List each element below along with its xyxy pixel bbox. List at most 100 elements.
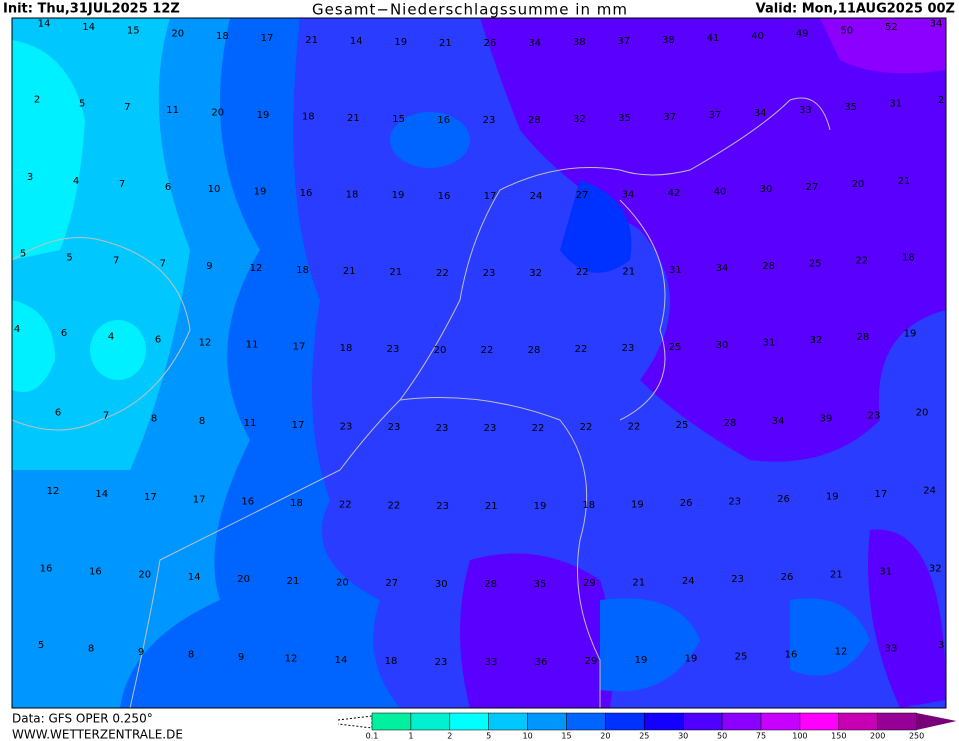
grid-value: 11 bbox=[166, 105, 179, 116]
legend-label: 20 bbox=[600, 732, 610, 741]
grid-value: 16 bbox=[438, 191, 451, 202]
data-source: Data: GFS OPER 0.250° bbox=[12, 712, 153, 726]
grid-value: 38 bbox=[662, 35, 675, 46]
grid-value: 11 bbox=[246, 340, 259, 351]
grid-value: 52 bbox=[885, 22, 898, 33]
grid-value: 17 bbox=[293, 342, 306, 353]
grid-value: 5 bbox=[20, 249, 26, 260]
grid-value: 21 bbox=[389, 267, 402, 278]
grid-value: 7 bbox=[160, 258, 166, 269]
grid-value: 28 bbox=[528, 345, 541, 356]
grid-value: 18 bbox=[290, 498, 303, 509]
grid-value: 27 bbox=[806, 182, 819, 193]
grid-value: 21 bbox=[439, 38, 452, 49]
grid-value: 4 bbox=[14, 324, 20, 335]
legend-swatch bbox=[644, 712, 684, 731]
grid-value: 50 bbox=[840, 25, 853, 36]
grid-value: 36 bbox=[535, 657, 548, 668]
grid-value: 8 bbox=[188, 649, 194, 660]
grid-value: 19 bbox=[394, 37, 407, 48]
grid-value: 34 bbox=[716, 263, 729, 274]
legend-label: 15 bbox=[561, 732, 571, 741]
grid-value: 34 bbox=[754, 108, 767, 119]
grid-value: 24 bbox=[682, 576, 695, 587]
grid-value: 17 bbox=[144, 492, 157, 503]
grid-value: 23 bbox=[484, 423, 497, 434]
grid-value: 40 bbox=[751, 31, 764, 42]
grid-value: 35 bbox=[618, 113, 631, 124]
legend-label: 250 bbox=[909, 732, 924, 741]
legend-label: 75 bbox=[756, 732, 766, 741]
grid-value: 42 bbox=[668, 188, 681, 199]
grid-value: 24 bbox=[530, 191, 543, 202]
grid-value: 19 bbox=[254, 186, 267, 197]
grid-value: 33 bbox=[799, 105, 812, 116]
legend-swatch bbox=[799, 712, 840, 731]
grid-value: 12 bbox=[250, 263, 263, 274]
grid-value: 5 bbox=[66, 252, 72, 263]
grid-value: 19 bbox=[534, 501, 547, 512]
grid-value: 31 bbox=[763, 338, 776, 349]
grid-value: 7 bbox=[124, 102, 130, 113]
legend-swatch bbox=[410, 712, 451, 731]
grid-value: 2 bbox=[34, 95, 40, 106]
grid-value: 26 bbox=[680, 498, 693, 509]
grid-value: 34 bbox=[930, 18, 943, 29]
grid-value: 15 bbox=[127, 25, 140, 36]
grid-value: 22 bbox=[481, 345, 494, 356]
legend-label: 100 bbox=[792, 732, 807, 741]
grid-value: 49 bbox=[796, 28, 809, 39]
grid-value: 23 bbox=[731, 574, 744, 585]
grid-value: 31 bbox=[669, 265, 682, 276]
grid-value: 12 bbox=[285, 654, 298, 665]
grid-value: 18 bbox=[216, 31, 229, 42]
grid-value: 19 bbox=[257, 110, 270, 121]
legend-swatch bbox=[566, 712, 606, 731]
grid-value: 9 bbox=[238, 652, 244, 663]
grid-value: 33 bbox=[885, 644, 898, 655]
legend-swatch bbox=[449, 712, 489, 731]
legend-label: 30 bbox=[678, 732, 688, 741]
legend-swatch bbox=[877, 712, 917, 731]
grid-value: 25 bbox=[669, 342, 682, 353]
grid-value: 28 bbox=[762, 261, 775, 272]
value-labels: 14 14 15 20 18 17 21 14 19 21 26 34 38 37 38 41 40 49 50 52… bbox=[14, 18, 944, 668]
map-fields bbox=[12, 18, 946, 708]
grid-value: 32 bbox=[573, 114, 586, 125]
grid-value: 41 bbox=[707, 33, 720, 44]
map-title: Gesamt−Niederschlagssumme in mm bbox=[312, 1, 628, 19]
grid-value: 25 bbox=[676, 420, 689, 431]
grid-value: 22 bbox=[436, 268, 449, 279]
legend-swatch bbox=[371, 712, 412, 731]
grid-value: 21 bbox=[830, 570, 843, 581]
legend-label: 50 bbox=[717, 732, 727, 741]
grid-value: 23 bbox=[483, 268, 496, 279]
grid-value: 39 bbox=[820, 414, 833, 425]
grid-value: 12 bbox=[835, 647, 848, 658]
grid-value: 20 bbox=[916, 407, 929, 418]
grid-value: 31 bbox=[889, 99, 902, 110]
grid-value: 17 bbox=[261, 33, 274, 44]
grid-value: 22 bbox=[576, 267, 589, 278]
grid-value: 21 bbox=[347, 113, 360, 124]
grid-value: 9 bbox=[206, 261, 212, 272]
grid-value: 20 bbox=[336, 577, 349, 588]
grid-value: 35 bbox=[534, 579, 547, 590]
grid-value: 16 bbox=[785, 649, 798, 660]
grid-value: 18 bbox=[385, 656, 398, 667]
legend-arrow bbox=[916, 713, 957, 730]
grid-value: 30 bbox=[760, 184, 773, 195]
grid-value: 22 bbox=[532, 423, 545, 434]
grid-value: 18 bbox=[582, 500, 595, 511]
grid-value: 14 bbox=[350, 36, 363, 47]
grid-value: 34 bbox=[772, 416, 785, 427]
grid-value: 21 bbox=[622, 266, 635, 277]
grid-value: 3 bbox=[938, 640, 944, 651]
grid-value: 16 bbox=[437, 115, 450, 126]
grid-value: 25 bbox=[809, 259, 822, 270]
grid-value: 23 bbox=[436, 423, 449, 434]
grid-value: 38 bbox=[573, 37, 586, 48]
grid-value: 23 bbox=[435, 657, 448, 668]
legend-swatch bbox=[488, 712, 528, 731]
